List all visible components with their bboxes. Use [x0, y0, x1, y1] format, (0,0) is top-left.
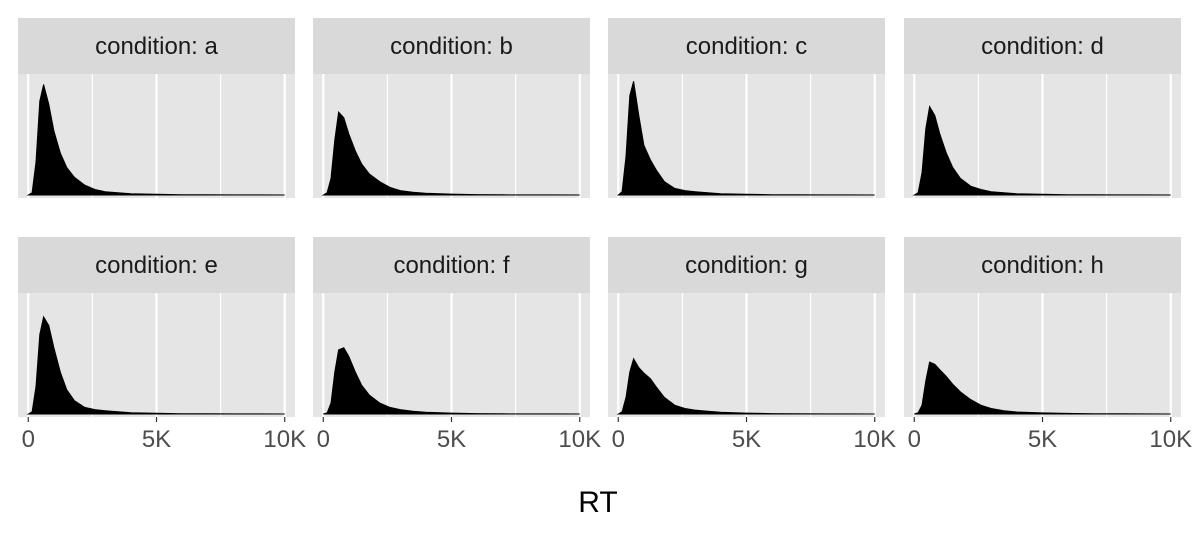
facet-panel: condition: a [18, 18, 295, 198]
facet-panel: condition: c [608, 18, 885, 198]
facet-panels: condition: a condition: b condition: c cond… [18, 18, 1181, 417]
x-tick-label: 5K [1028, 426, 1057, 453]
facet-strip [313, 237, 590, 293]
density-area [321, 110, 580, 196]
facet-strip-label: condition: c [686, 33, 807, 60]
x-tick-label: 0 [908, 426, 921, 453]
facet-strip [608, 18, 885, 74]
x-tick-label: 10K [853, 426, 896, 453]
facet-strip-label: condition: f [393, 252, 509, 279]
density-area [912, 105, 1171, 196]
x-tick-label: 10K [558, 426, 601, 453]
facet-strip-label: condition: e [95, 252, 218, 279]
x-tick-label: 10K [1149, 426, 1192, 453]
x-tick-label: 5K [437, 426, 466, 453]
facet-strip-label: condition: h [981, 252, 1104, 279]
facet-strip-label: condition: d [981, 33, 1104, 60]
facet-panel: condition: b [313, 18, 590, 198]
density-area [26, 315, 285, 415]
x-tick-label: 5K [732, 426, 761, 453]
facet-panel: condition: f [313, 237, 590, 417]
x-tick-label: 0 [22, 426, 35, 453]
density-area [26, 84, 285, 196]
x-tick-label: 0 [317, 426, 330, 453]
x-tick-label: 0 [612, 426, 625, 453]
x-tick-label: 10K [263, 426, 306, 453]
density-area [616, 357, 875, 415]
facet-panel: condition: h [904, 237, 1181, 417]
x-axis-title: RT [578, 486, 617, 519]
x-axes: 0 5K 10K 0 5K 10K 0 5K 10K 0 5K 10K [22, 417, 1192, 453]
density-area [914, 361, 1171, 415]
facet-strip [904, 237, 1181, 293]
facet-strip [608, 237, 885, 293]
facet-panel: condition: e [18, 237, 295, 417]
facet-strip [18, 237, 295, 293]
facet-strip [18, 18, 295, 74]
facet-panel: condition: d [904, 18, 1181, 198]
facet-panel: condition: g [608, 237, 885, 417]
facet-strip [904, 18, 1181, 74]
x-tick-label: 5K [142, 426, 171, 453]
density-area [616, 81, 875, 196]
facet-strip-label: condition: a [95, 33, 218, 60]
facet-strip [313, 18, 590, 74]
facet-strip-label: condition: g [685, 252, 808, 279]
facet-strip-label: condition: b [390, 33, 513, 60]
density-area [323, 347, 580, 415]
